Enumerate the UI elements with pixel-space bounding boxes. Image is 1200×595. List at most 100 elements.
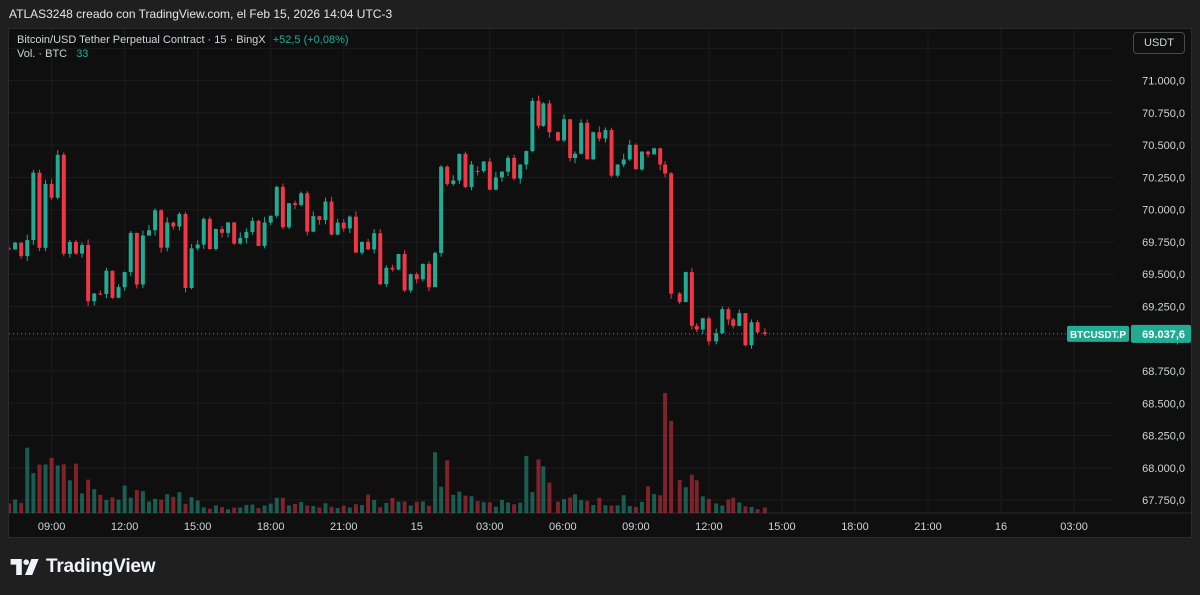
candle-body xyxy=(481,161,486,171)
volume-bar xyxy=(128,497,133,513)
volume-bar xyxy=(439,486,444,513)
candle-body xyxy=(67,241,72,254)
volume-bar xyxy=(353,504,358,513)
volume-bar xyxy=(541,466,546,513)
candle-body xyxy=(390,267,395,270)
volume-bar xyxy=(749,506,754,513)
volume-bar xyxy=(19,502,24,513)
volume-bar xyxy=(195,500,200,513)
candle-body xyxy=(609,130,614,176)
candle-body xyxy=(457,153,462,181)
candle-body xyxy=(317,216,322,220)
volume-bar xyxy=(366,494,371,513)
tradingview-logo-icon xyxy=(10,559,39,575)
candle-body xyxy=(731,319,736,326)
candle-body xyxy=(603,130,608,139)
price-chart[interactable]: 67.750,0 68.000,0 68.250,0 68.500,0 68.750,0… xyxy=(9,29,1193,539)
volume-bar xyxy=(323,503,328,513)
candle-body xyxy=(530,100,535,152)
candle-body xyxy=(80,244,85,254)
volume-bar xyxy=(568,497,573,513)
candle-body xyxy=(366,241,371,250)
volume-bar xyxy=(305,505,310,513)
volume-bar xyxy=(274,497,279,513)
candle-body xyxy=(353,216,358,253)
volume-bar xyxy=(669,420,674,513)
volume-bar xyxy=(67,480,72,513)
time-axis-label: 06:00 xyxy=(549,521,577,533)
volume-bar xyxy=(499,499,504,513)
volume-bar xyxy=(512,504,517,513)
last-price-symbol-tag xyxy=(1067,325,1129,342)
candle-body xyxy=(268,215,273,223)
candle-body xyxy=(743,313,748,346)
candle-body xyxy=(244,231,249,239)
price-axis-label: 70.750,0 xyxy=(1142,108,1185,120)
symbol-description[interactable]: Bitcoin/USD Tether Perpetual Contract · … xyxy=(17,34,266,46)
candle-body xyxy=(426,263,431,288)
candle-body xyxy=(694,325,699,330)
volume-bar xyxy=(547,482,552,513)
candle-body xyxy=(737,313,742,326)
candle-body xyxy=(128,232,133,273)
chart-pane[interactable]: 67.750,0 68.000,0 68.250,0 68.500,0 68.750,0… xyxy=(8,28,1193,539)
candle-body xyxy=(73,241,78,254)
candle-body xyxy=(207,218,212,249)
candle-body xyxy=(562,119,567,141)
candle-body xyxy=(597,132,602,139)
candle-body xyxy=(201,218,206,245)
candle-body xyxy=(615,164,620,176)
candle-body xyxy=(37,172,42,248)
price-axis-label: 67.750,0 xyxy=(1142,495,1185,507)
volume-bar xyxy=(384,503,389,513)
candle-body xyxy=(159,210,164,248)
candle-body xyxy=(183,214,188,288)
volume-bar xyxy=(652,494,657,513)
volume-bar xyxy=(104,499,109,513)
candle-body xyxy=(165,222,170,248)
volume-bar xyxy=(43,464,48,513)
volume-bar xyxy=(463,495,468,513)
volume-label[interactable]: Vol. · BTC xyxy=(17,48,68,60)
candle-body xyxy=(475,170,480,172)
time-axis-label: 09:00 xyxy=(38,521,66,533)
candle-body xyxy=(663,164,668,174)
volume-bar xyxy=(658,495,663,513)
candle-body xyxy=(323,201,328,220)
volume-bar xyxy=(743,506,748,513)
volume-bar xyxy=(726,499,731,513)
time-axis-label: 21:00 xyxy=(330,521,358,533)
tradingview-logo[interactable]: TradingView xyxy=(10,555,156,579)
candle-body xyxy=(226,222,231,233)
volume-bar xyxy=(493,506,498,513)
candle-body xyxy=(451,180,456,184)
candle-body xyxy=(256,220,261,246)
candle-body xyxy=(463,153,468,187)
candle-body xyxy=(177,214,182,227)
volume-bar xyxy=(13,499,18,513)
volume-bar xyxy=(573,494,577,513)
volume-bar xyxy=(720,505,725,513)
candle-body xyxy=(420,263,425,280)
volume-bar xyxy=(518,502,523,513)
volume-bar xyxy=(487,502,492,513)
candle-body xyxy=(140,235,145,285)
candle-body xyxy=(49,183,54,198)
candle-body xyxy=(86,244,91,302)
candle-body xyxy=(621,159,626,165)
candle-body xyxy=(61,154,66,254)
candle-body xyxy=(238,238,243,244)
candle-series xyxy=(9,95,767,349)
candle-body xyxy=(110,270,115,298)
candle-body xyxy=(706,318,711,342)
volume-bar xyxy=(390,497,395,513)
candle-body xyxy=(493,177,498,190)
volume-bar xyxy=(232,507,237,513)
time-axis-label: 12:00 xyxy=(695,521,723,533)
volume-bar xyxy=(31,473,36,513)
volume-bar xyxy=(633,506,638,513)
currency-button[interactable]: USDT xyxy=(1133,32,1185,54)
volume-bar xyxy=(9,503,11,513)
candle-body xyxy=(408,274,413,291)
volume-bar xyxy=(597,497,602,513)
